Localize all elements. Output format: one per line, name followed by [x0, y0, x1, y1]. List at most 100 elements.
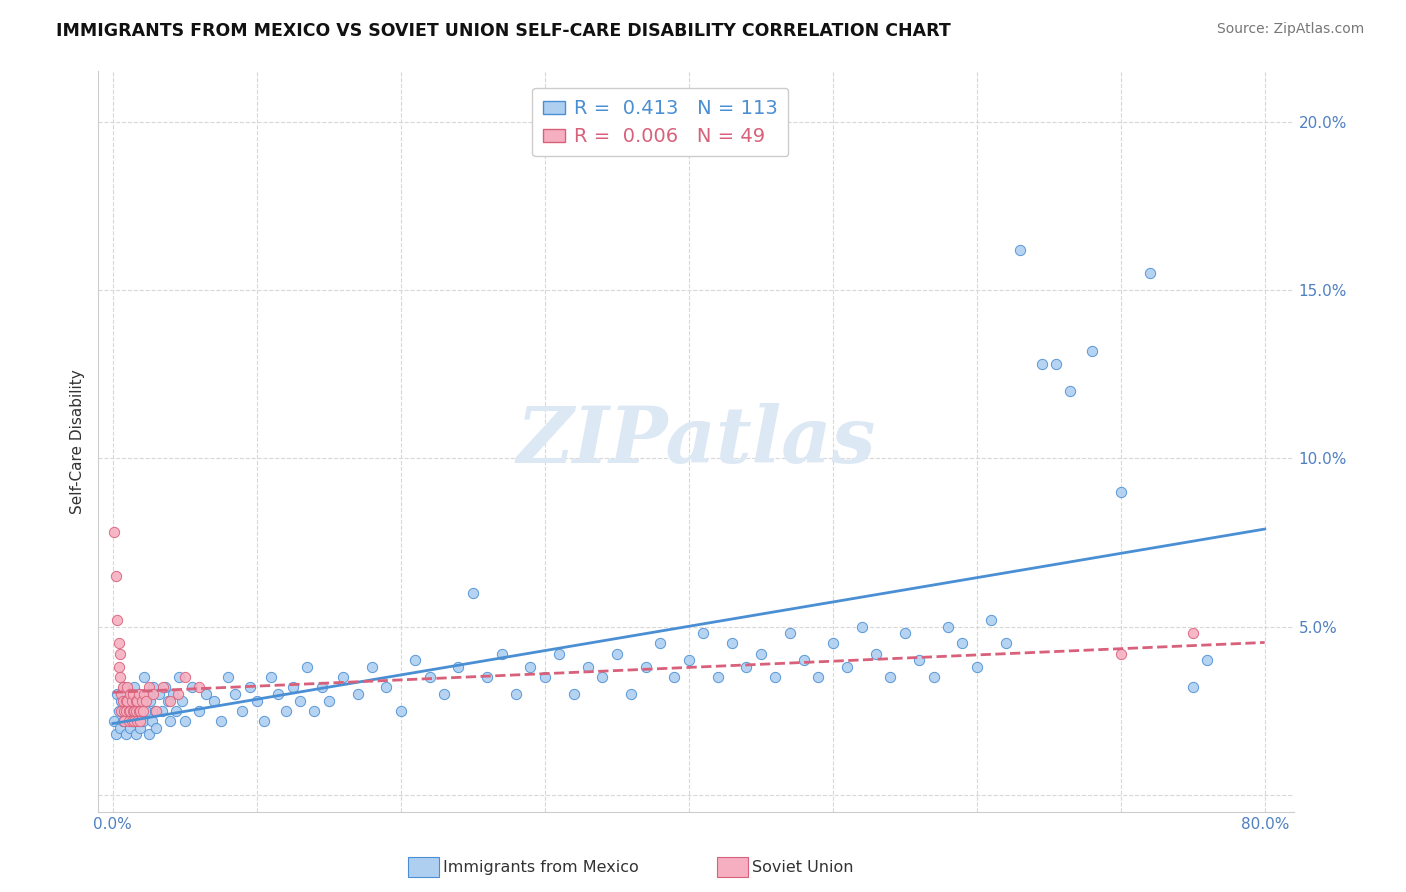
Point	[142, 680, 165, 694]
Point	[122, 687, 145, 701]
Point	[1197, 653, 1219, 667]
Point	[127, 714, 149, 728]
Point	[188, 704, 211, 718]
Point	[606, 647, 628, 661]
Text: ZIPatlas: ZIPatlas	[516, 403, 876, 480]
Point	[332, 670, 354, 684]
Point	[143, 704, 166, 718]
Point	[239, 680, 262, 694]
Point	[150, 704, 173, 718]
Point	[1181, 680, 1204, 694]
Point	[124, 680, 146, 694]
Point	[120, 687, 142, 701]
Point	[181, 680, 204, 694]
Point	[138, 727, 160, 741]
Point	[165, 704, 187, 718]
Point	[195, 687, 218, 701]
Point	[950, 636, 973, 650]
Point	[994, 636, 1017, 650]
Point	[678, 653, 700, 667]
Point	[922, 670, 945, 684]
Point	[129, 704, 152, 718]
Point	[104, 569, 127, 583]
Point	[461, 586, 484, 600]
Point	[433, 687, 456, 701]
Point	[104, 727, 127, 741]
Point	[145, 721, 167, 735]
Point	[533, 670, 555, 684]
Point	[134, 687, 156, 701]
Point	[288, 694, 311, 708]
Point	[274, 704, 297, 718]
Point	[108, 647, 131, 661]
Point	[505, 687, 527, 701]
Point	[389, 704, 412, 718]
Point	[519, 660, 541, 674]
Point	[108, 670, 131, 684]
Point	[591, 670, 613, 684]
Point	[105, 687, 128, 701]
Point	[634, 660, 657, 674]
Point	[121, 714, 143, 728]
Point	[107, 660, 129, 674]
Point	[127, 704, 149, 718]
Point	[110, 694, 132, 708]
Point	[893, 626, 915, 640]
Point	[152, 680, 174, 694]
Point	[173, 670, 195, 684]
Point	[114, 704, 136, 718]
Point	[127, 694, 149, 708]
Point	[110, 687, 132, 701]
Point	[620, 687, 643, 701]
Point	[115, 704, 138, 718]
Point	[1031, 357, 1053, 371]
Point	[118, 687, 141, 701]
Point	[1081, 343, 1104, 358]
Point	[121, 694, 143, 708]
Point	[1059, 384, 1081, 398]
Point	[491, 647, 513, 661]
Point	[131, 694, 153, 708]
Point	[148, 687, 170, 701]
Point	[793, 653, 815, 667]
Point	[851, 619, 873, 633]
Point	[980, 613, 1002, 627]
Point	[141, 714, 163, 728]
Point	[648, 636, 671, 650]
Point	[107, 636, 129, 650]
Point	[112, 704, 135, 718]
Point	[721, 636, 744, 650]
Point	[125, 704, 148, 718]
Point	[1109, 647, 1132, 661]
Point	[153, 680, 176, 694]
Point	[821, 636, 844, 650]
Point	[281, 680, 304, 694]
Point	[120, 721, 142, 735]
Point	[404, 653, 426, 667]
Point	[246, 694, 269, 708]
Point	[1139, 266, 1161, 280]
Point	[224, 687, 246, 701]
Point	[136, 687, 159, 701]
Point	[304, 704, 326, 718]
Point	[132, 714, 155, 728]
Point	[139, 694, 162, 708]
Point	[135, 704, 157, 718]
Point	[115, 680, 138, 694]
Point	[209, 714, 232, 728]
Point	[318, 694, 340, 708]
Text: Soviet Union: Soviet Union	[752, 860, 853, 874]
Point	[131, 694, 153, 708]
Point	[129, 714, 152, 728]
Point	[231, 704, 253, 718]
Point	[576, 660, 599, 674]
Point	[361, 660, 384, 674]
Point	[122, 704, 145, 718]
Point	[202, 694, 225, 708]
Point	[311, 680, 333, 694]
Point	[122, 714, 145, 728]
Point	[129, 721, 152, 735]
Point	[111, 694, 134, 708]
Point	[118, 704, 141, 718]
Point	[159, 694, 181, 708]
